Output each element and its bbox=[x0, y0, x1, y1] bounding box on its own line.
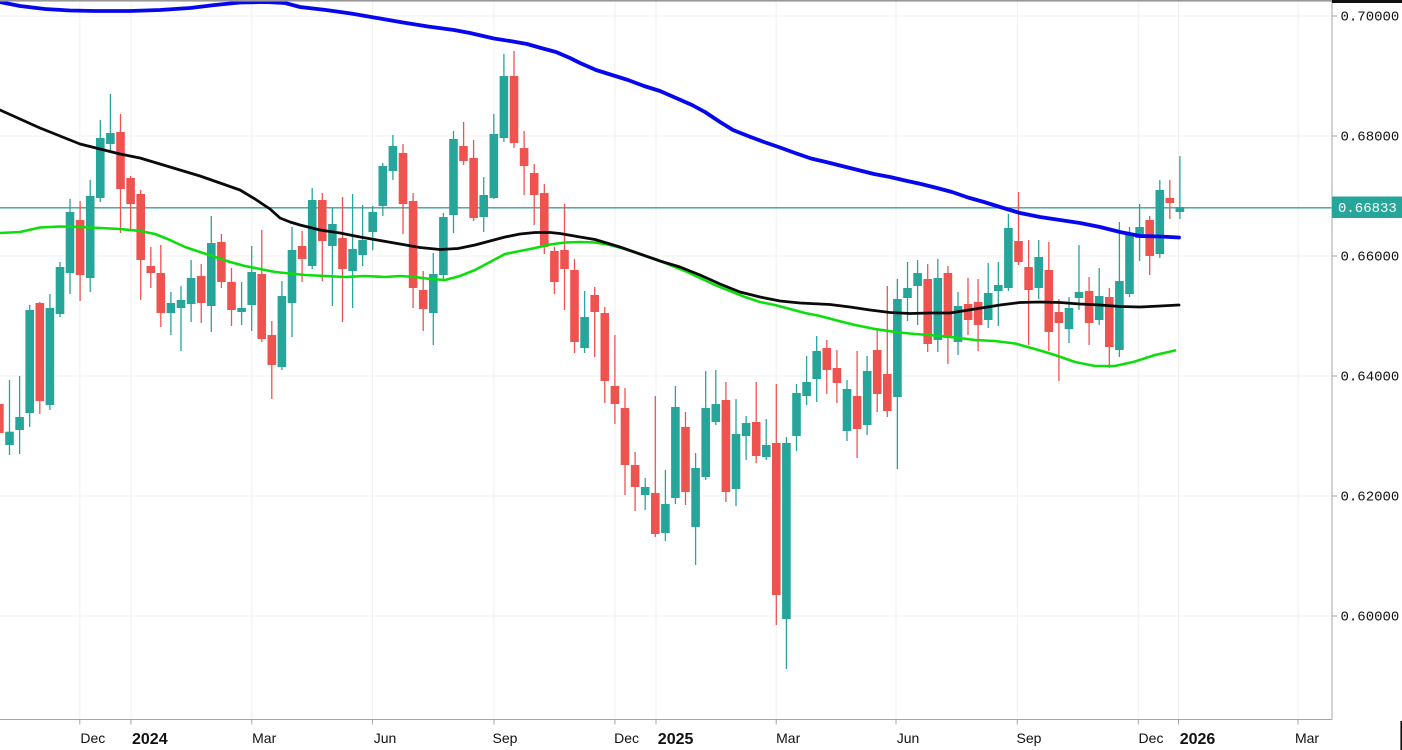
svg-text:0.68000: 0.68000 bbox=[1341, 130, 1400, 146]
svg-text:Dec: Dec bbox=[1139, 730, 1164, 746]
svg-text:Sep: Sep bbox=[1017, 730, 1042, 746]
svg-text:0.66000: 0.66000 bbox=[1341, 250, 1400, 266]
svg-text:2025: 2025 bbox=[658, 731, 694, 748]
svg-text:Dec: Dec bbox=[80, 730, 105, 746]
svg-text:0.66833: 0.66833 bbox=[1338, 201, 1397, 217]
svg-text:Sep: Sep bbox=[493, 730, 518, 746]
svg-text:0.60000: 0.60000 bbox=[1341, 610, 1400, 626]
svg-text:Mar: Mar bbox=[1295, 730, 1319, 746]
svg-text:Jun: Jun bbox=[897, 730, 920, 746]
svg-text:Mar: Mar bbox=[776, 730, 800, 746]
svg-text:2024: 2024 bbox=[132, 731, 168, 748]
svg-text:Mar: Mar bbox=[252, 730, 276, 746]
svg-text:2026: 2026 bbox=[1180, 731, 1216, 748]
svg-text:Jun: Jun bbox=[374, 730, 397, 746]
svg-text:0.70000: 0.70000 bbox=[1341, 10, 1400, 26]
svg-text:0.62000: 0.62000 bbox=[1341, 490, 1400, 506]
svg-text:Dec: Dec bbox=[614, 730, 639, 746]
svg-text:0.64000: 0.64000 bbox=[1341, 370, 1400, 386]
